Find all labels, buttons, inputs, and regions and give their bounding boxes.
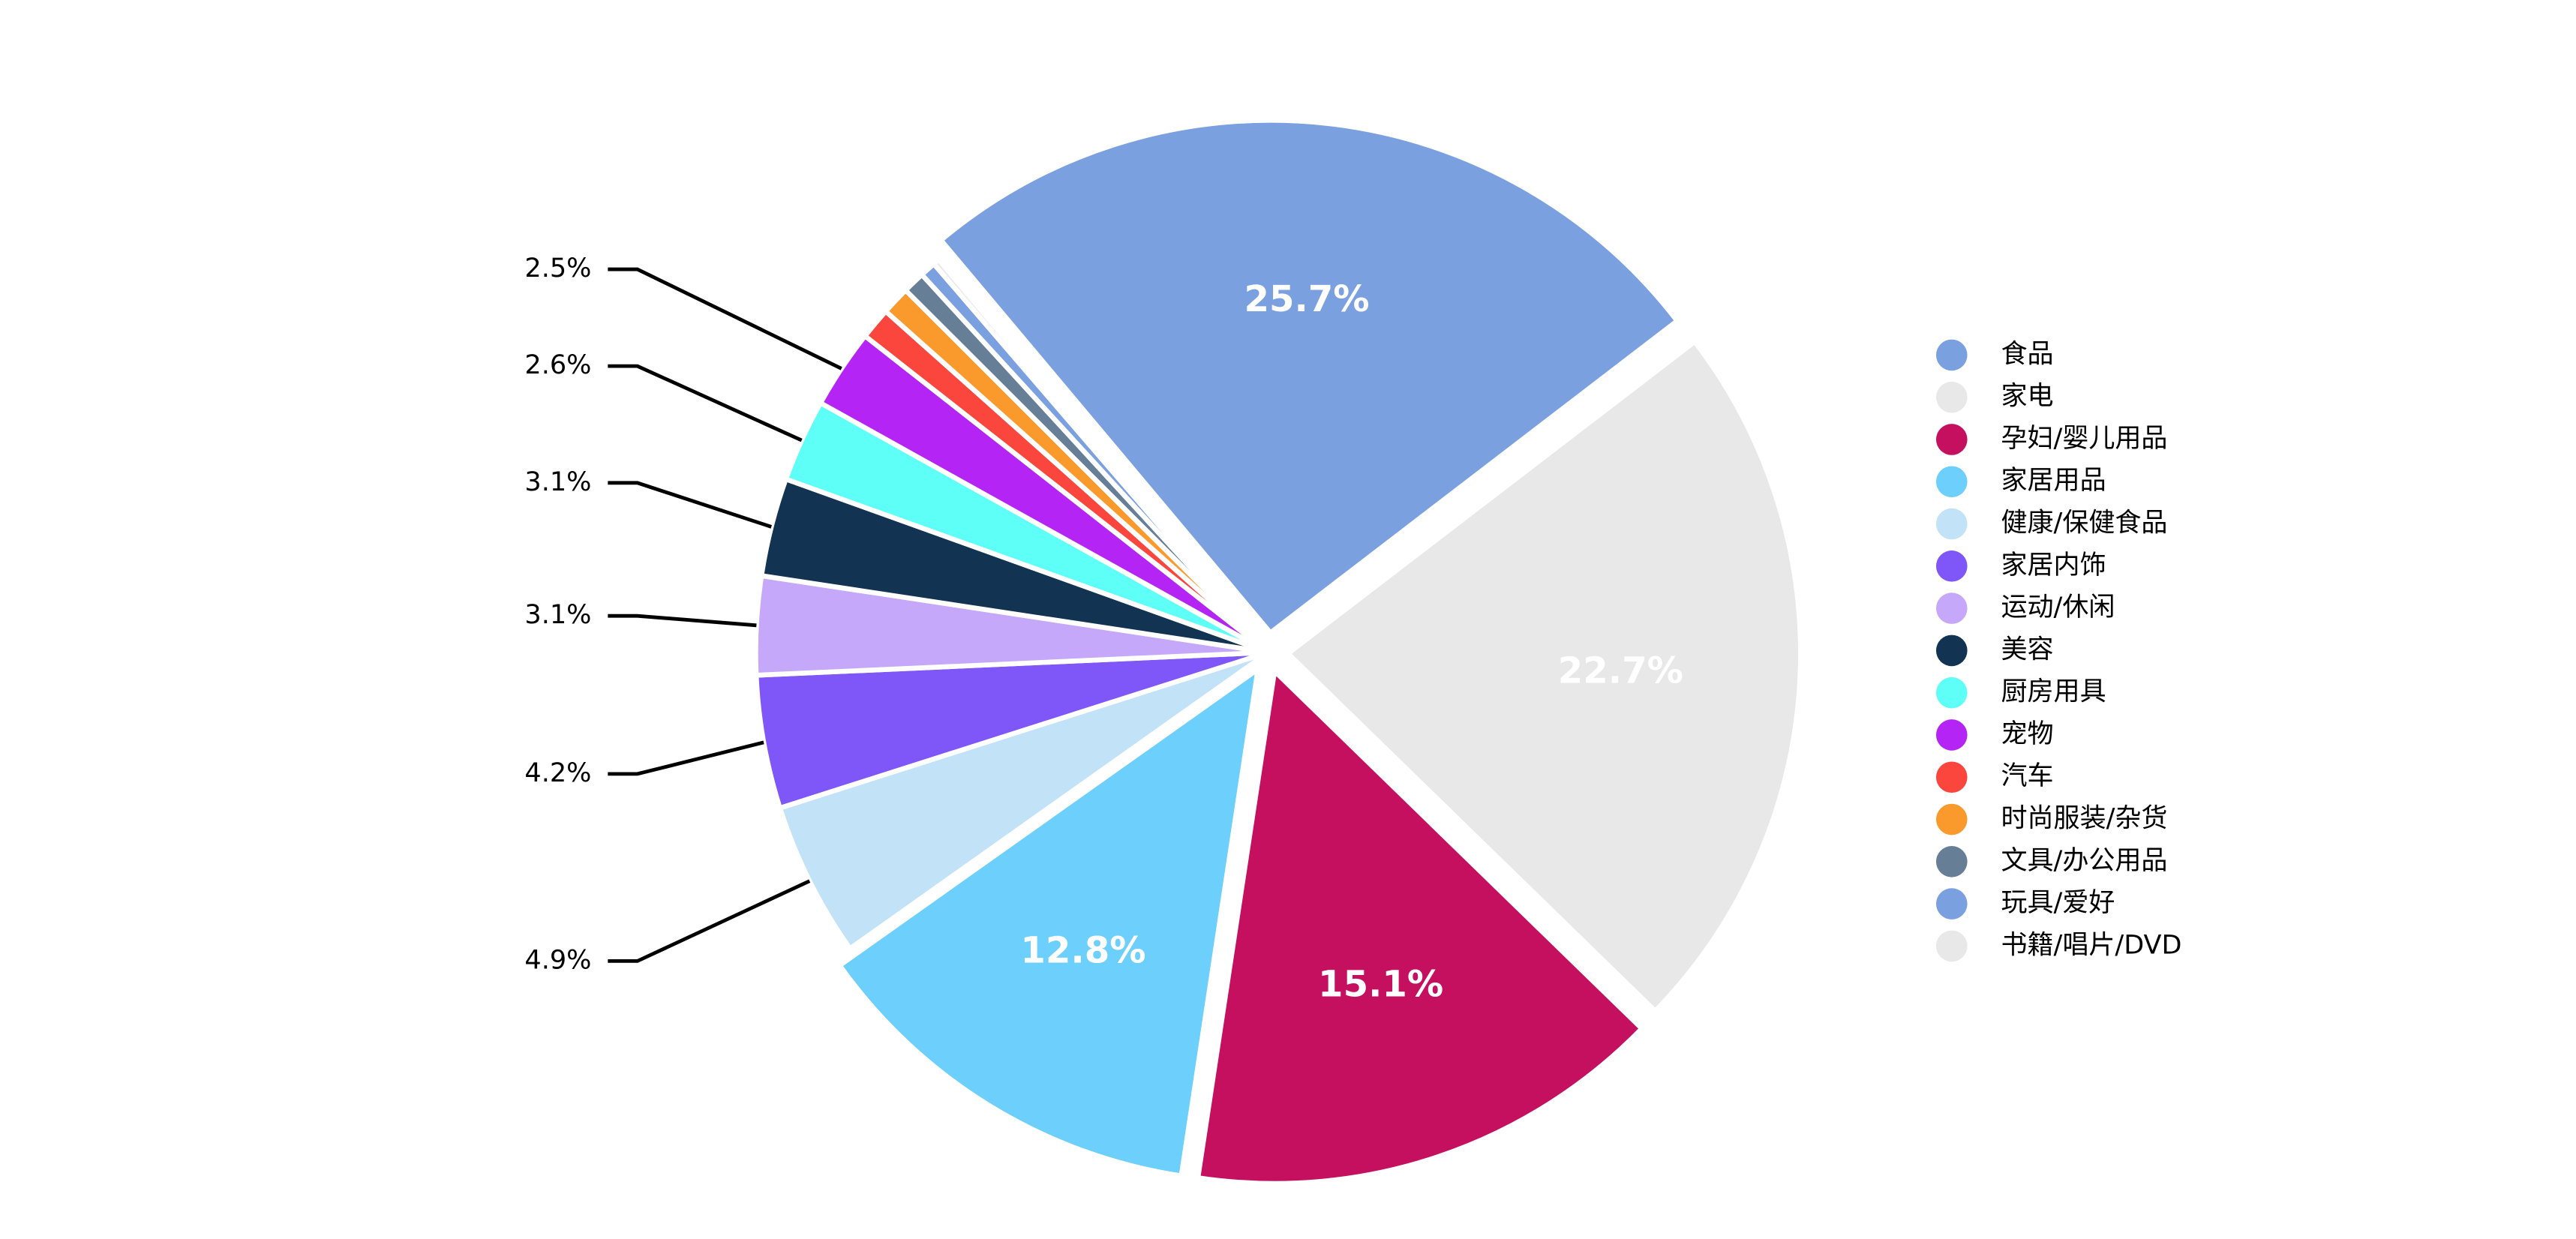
- leader-line: [608, 364, 803, 442]
- legend-label: 时尚服装/杂货: [2001, 803, 2167, 834]
- data-label: 3.1%: [524, 466, 591, 497]
- legend-swatch: [1935, 846, 1968, 878]
- leader-line: [608, 614, 757, 628]
- legend-label: 文具/办公用品: [2001, 845, 2167, 876]
- legend-swatch: [1935, 466, 1968, 498]
- legend-swatch: [1935, 803, 1968, 836]
- legend-label: 厨房用具: [2001, 676, 2106, 707]
- legend-label: 美容: [2001, 634, 2053, 664]
- pie-slice: [937, 118, 1681, 637]
- data-label: 3.1%: [524, 599, 591, 630]
- legend-label: 运动/休闲: [2001, 592, 2115, 622]
- legend-label: 食品: [2001, 338, 2053, 369]
- legend-swatch: [1935, 508, 1968, 540]
- legend-swatch: [1935, 424, 1968, 455]
- legend-swatch: [1935, 339, 1968, 371]
- data-label: 22.7%: [1558, 650, 1683, 692]
- pie-slice: [753, 650, 1269, 812]
- pie-slice: [1195, 665, 1646, 1186]
- data-label: 12.8%: [1020, 929, 1145, 971]
- legend-label: 孕妇/婴儿用品: [2001, 423, 2167, 454]
- legend-swatch: [1935, 676, 1968, 709]
- legend-swatch: [1935, 634, 1968, 667]
- legend-swatch: [1935, 592, 1968, 624]
- legend-swatch: [1935, 888, 1968, 920]
- legend-label: 家居用品: [2001, 465, 2106, 496]
- pie-slice: [1283, 338, 1803, 1015]
- pie-slice: [930, 256, 1271, 654]
- legend-swatch: [1935, 761, 1968, 794]
- leader-line: [608, 879, 811, 963]
- pie-slice: [836, 664, 1262, 1179]
- legend-swatch: [1935, 381, 1968, 413]
- legend-label: 汽车: [2001, 760, 2053, 791]
- data-label: 25.7%: [1244, 278, 1369, 320]
- legend-label: 健康/保健食品: [2001, 508, 2167, 538]
- legend-label: 宠物: [2001, 718, 2053, 749]
- legend-label: 家居内饰: [2001, 550, 2106, 580]
- legend-label: 玩具/爱好: [2001, 887, 2115, 918]
- legend-label: 家电: [2001, 381, 2053, 412]
- legend-label: 书籍/唱片/DVD: [2001, 929, 2181, 960]
- leader-line: [608, 740, 764, 776]
- legend-swatch: [1935, 930, 1968, 962]
- data-label: 15.1%: [1318, 964, 1443, 1006]
- legend-swatch: [1935, 719, 1968, 751]
- data-label: 2.5%: [524, 253, 591, 284]
- pie-slice: [776, 650, 1270, 952]
- data-label: 2.6%: [524, 350, 591, 380]
- leader-line: [608, 267, 842, 370]
- data-label: 4.9%: [524, 944, 591, 975]
- data-label: 4.2%: [524, 758, 591, 788]
- leader-line: [608, 481, 772, 529]
- legend-swatch: [1935, 550, 1968, 582]
